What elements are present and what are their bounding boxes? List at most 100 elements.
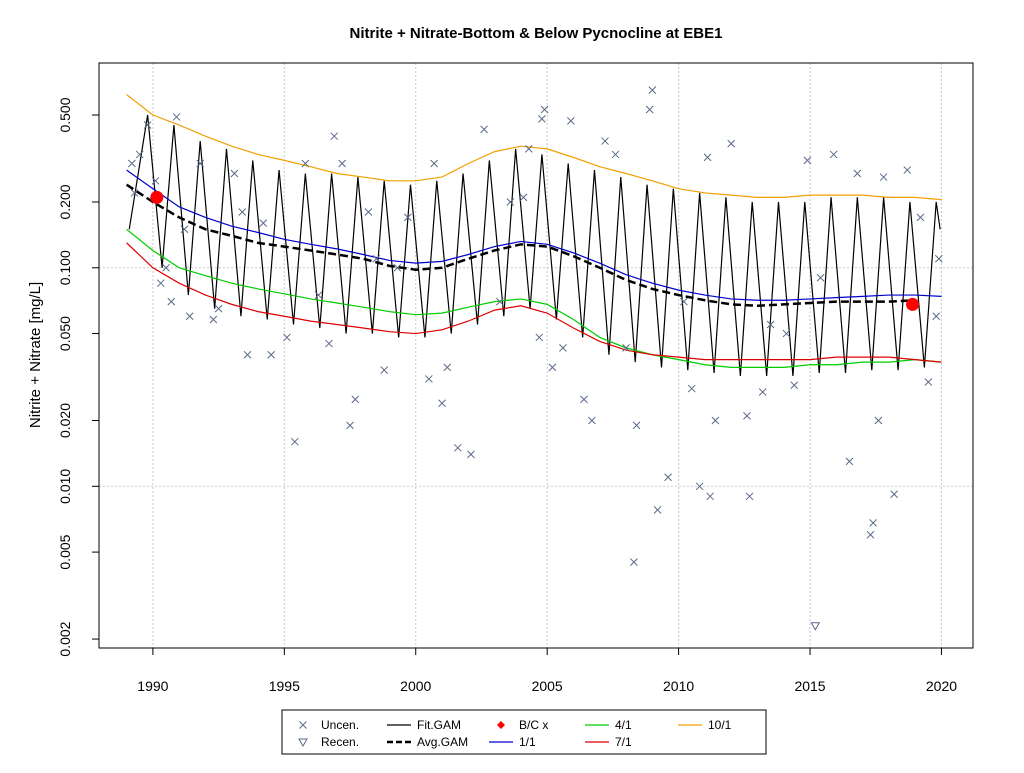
data-point [932,312,941,321]
y-tick-label: 0.100 [57,250,73,285]
data-point [743,412,751,420]
data-point [301,159,310,168]
data-point [338,159,346,168]
x-tick-label: 2005 [532,678,563,694]
data-point [790,381,799,390]
data-point [816,273,825,282]
data-point [645,105,654,114]
legend-label: 1/1 [519,735,536,749]
legend-label: Uncen. [321,718,359,732]
y-tick-label: 0.005 [57,534,73,569]
data-point [766,320,775,329]
data-point [480,125,488,134]
data-point [290,437,299,446]
data-point [632,421,641,430]
data-point [906,297,920,311]
y-tick-label: 0.002 [57,621,73,656]
data-point [162,263,170,272]
data-point [156,279,165,288]
y-axis-label: Nitrite + Nitrate [mg/L] [27,282,44,428]
data-point [438,399,446,408]
plot-area [125,86,943,631]
data-point [330,132,339,141]
data-point [580,395,588,404]
data-point [185,312,194,321]
data-point [745,492,754,501]
data-point [180,225,189,234]
data-point [706,492,714,501]
data-point [879,173,888,181]
data-point [230,169,239,178]
data-point [346,421,354,430]
data-point [214,304,223,313]
x-tick-label: 2020 [926,678,957,694]
data-point [903,166,912,174]
y-tick-label: 0.050 [57,316,73,351]
data-point [404,213,412,222]
data-point [209,315,218,324]
data-point [934,254,943,263]
data-point [425,375,433,383]
x-tick-label: 2000 [400,678,431,694]
legend-label: 10/1 [708,718,732,732]
data-point [496,297,504,306]
data-point [622,344,630,352]
data-point [524,145,533,153]
data-point [172,113,181,121]
legend-label: Recen. [321,735,359,749]
data-point [916,213,925,222]
series-line [126,242,942,363]
series-line [126,169,942,301]
series-line [128,114,941,376]
data-point [890,490,898,499]
data-point [924,378,933,386]
data-point [393,263,402,272]
data-point [267,350,276,359]
data-point [135,150,144,159]
y-tick-label: 0.200 [57,184,73,219]
data-point [782,329,791,338]
legend-box [281,709,767,755]
legend-symbol [497,721,505,729]
series-line [125,183,916,308]
data-point [538,115,546,123]
chart-title: Nitrite + Nitrate-Bottom & Below Pycnocl… [350,25,723,42]
legend-label: B/C x [519,718,548,732]
series-line [126,228,942,368]
data-point [130,189,139,197]
data-point [364,208,373,216]
y-tick-label: 0.020 [57,403,73,438]
data-point [243,350,252,359]
data-point [727,139,736,148]
data-point [687,384,696,393]
data-point [259,219,268,228]
data-point [630,558,638,566]
data-point [680,297,688,306]
y-tick-label: 0.010 [57,469,73,504]
x-tick-label: 2015 [794,678,825,694]
legend-label: Avg.GAM [417,735,468,749]
data-point [653,506,662,514]
data-point [874,416,883,425]
data-point [611,150,620,159]
data-point [238,208,247,216]
data-point [380,366,389,375]
data-point [758,388,767,396]
data-point [559,344,567,352]
data-point [810,622,821,631]
data-point [703,153,712,162]
data-point [695,482,704,491]
y-tick-label: 0.500 [57,97,73,132]
data-point [453,443,462,452]
data-point [866,530,875,539]
data-point [314,291,323,299]
legend-label: 4/1 [615,718,632,732]
series-line [126,94,942,201]
data-point [143,121,152,129]
data-point [128,159,136,168]
data-point [196,159,205,168]
plot-frame [98,62,974,649]
legend-label: Fit.GAM [417,718,461,732]
data-point [664,473,672,482]
